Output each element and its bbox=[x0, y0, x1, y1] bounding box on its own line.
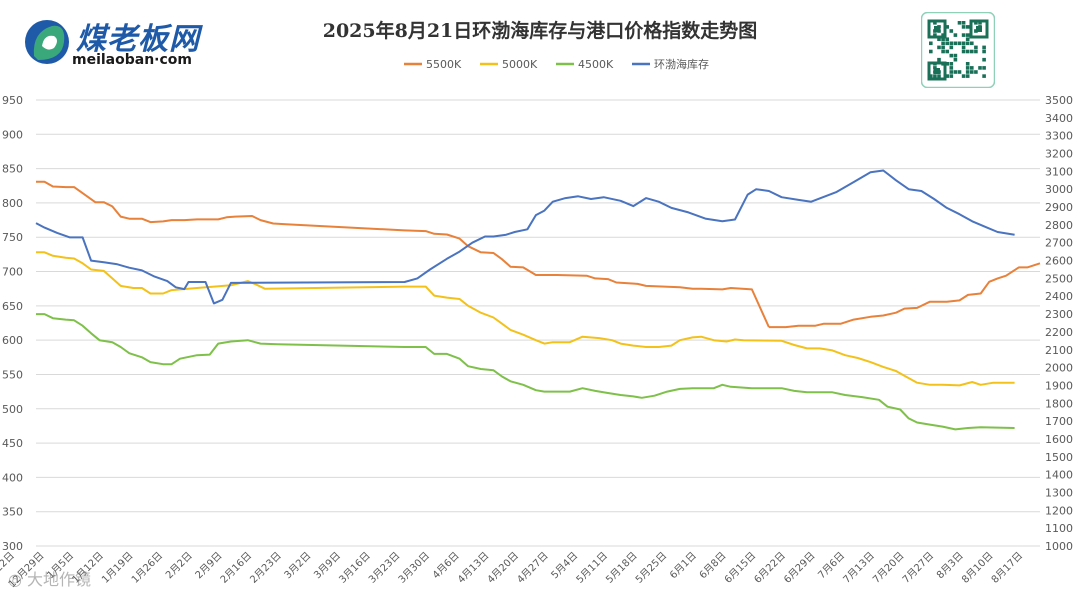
y-right-tick-label: 1700 bbox=[1045, 415, 1073, 428]
x-tick-label: 3月23日 bbox=[366, 550, 402, 586]
y-left-tick-label: 500 bbox=[2, 403, 23, 416]
y-right-tick-label: 3300 bbox=[1045, 130, 1073, 143]
y-left-tick-label: 400 bbox=[2, 471, 23, 484]
x-tick-label: 2月2日 bbox=[163, 550, 195, 582]
y-axis-left: 300 350 400 450 500 550 600 650 700 750 800 850 900 9… bbox=[2, 94, 23, 553]
x-tick-label: 6月29日 bbox=[781, 550, 817, 586]
y-right-tick-label: 2000 bbox=[1045, 362, 1073, 375]
x-tick-label: 5月25日 bbox=[633, 550, 669, 586]
series-line-s5500 bbox=[768, 262, 1041, 329]
x-tick-label: 3月30日 bbox=[396, 550, 432, 586]
x-tick-label: 4月13日 bbox=[455, 550, 491, 586]
legend-label: 4500K bbox=[578, 58, 614, 71]
x-tick-label: 7月27日 bbox=[900, 550, 936, 586]
y-left-tick-label: 300 bbox=[2, 540, 23, 553]
x-tick-label: 5月11日 bbox=[574, 550, 610, 586]
y-right-tick-label: 2300 bbox=[1045, 308, 1073, 321]
y-left-tick-label: 650 bbox=[2, 300, 23, 313]
series-line-s5500 bbox=[36, 180, 770, 328]
y-right-tick-label: 3400 bbox=[1045, 112, 1073, 125]
y-right-tick-label: 1800 bbox=[1045, 397, 1073, 410]
x-tick-label: 6月22日 bbox=[752, 550, 788, 586]
logo-main-text: 煤老板网 bbox=[76, 22, 200, 57]
y-axis-right: 1000 1100 1200 1300 1400 1500 1600 1700 1800 1900… bbox=[1045, 94, 1073, 553]
x-tick-label: 2月16日 bbox=[218, 550, 254, 586]
y-right-tick-label: 2600 bbox=[1045, 255, 1073, 268]
y-right-tick-label: 3200 bbox=[1045, 148, 1073, 161]
y-right-tick-label: 2700 bbox=[1045, 237, 1073, 250]
x-tick-label: 6月1日 bbox=[667, 550, 699, 582]
y-right-tick-label: 3100 bbox=[1045, 165, 1073, 178]
y-left-tick-label: 900 bbox=[2, 128, 23, 141]
y-left-tick-label: 750 bbox=[2, 231, 23, 244]
x-tick-label: 1月19日 bbox=[99, 550, 135, 586]
y-right-tick-label: 3000 bbox=[1045, 183, 1073, 196]
y-right-tick-label: 1200 bbox=[1045, 504, 1073, 517]
grid-lines bbox=[36, 99, 1040, 547]
y-left-tick-label: 700 bbox=[2, 266, 23, 279]
x-tick-label: 2月23日 bbox=[248, 550, 284, 586]
legend: 5500K 5000K 4500K 环渤海库存 bbox=[404, 57, 709, 71]
y-left-tick-label: 800 bbox=[2, 197, 23, 210]
x-tick-label: 6月15日 bbox=[722, 550, 758, 586]
y-right-tick-label: 2100 bbox=[1045, 344, 1073, 357]
y-right-tick-label: 2800 bbox=[1045, 219, 1073, 232]
x-tick-label: 5月18日 bbox=[604, 550, 640, 586]
x-tick-label: 3月2日 bbox=[282, 550, 314, 582]
legend-label: 环渤海库存 bbox=[654, 57, 709, 71]
y-right-tick-label: 1900 bbox=[1045, 379, 1073, 392]
y-right-tick-label: 1400 bbox=[1045, 469, 1073, 482]
legend-label: 5500K bbox=[426, 58, 462, 71]
y-left-tick-label: 550 bbox=[2, 368, 23, 381]
qr-code-icon bbox=[921, 12, 995, 88]
series-line-s4500 bbox=[36, 313, 1015, 431]
y-right-tick-label: 3500 bbox=[1045, 94, 1073, 107]
y-right-tick-label: 2200 bbox=[1045, 326, 1073, 339]
series-lines bbox=[35, 169, 1041, 431]
x-tick-label: 7月13日 bbox=[841, 550, 877, 586]
y-left-tick-label: 850 bbox=[2, 163, 23, 176]
chart-title: 2025年8月21日环渤海库存与港口价格指数走势图 bbox=[322, 20, 758, 42]
y-left-tick-label: 450 bbox=[2, 437, 23, 450]
x-tick-label: 8月17日 bbox=[989, 550, 1025, 586]
x-tick-label: 1月26日 bbox=[129, 550, 165, 586]
series-line-stock bbox=[35, 169, 1015, 305]
x-tick-label: 3月16日 bbox=[337, 550, 373, 586]
x-tick-label: 4月20日 bbox=[485, 550, 521, 586]
y-right-tick-label: 1000 bbox=[1045, 540, 1073, 553]
y-right-tick-label: 1100 bbox=[1045, 522, 1073, 535]
y-right-tick-label: 2400 bbox=[1045, 290, 1073, 303]
y-left-tick-label: 350 bbox=[2, 506, 23, 519]
series-line-s5000 bbox=[36, 251, 1015, 387]
y-left-tick-label: 950 bbox=[2, 94, 23, 107]
watermark: ◎ 大地作镜 bbox=[8, 570, 92, 589]
logo-sub-text: meilaoban·com bbox=[72, 52, 193, 68]
logo: 煤老板网 meilaoban·com bbox=[22, 14, 252, 72]
y-right-tick-label: 1300 bbox=[1045, 486, 1073, 499]
x-tick-label: 8月10日 bbox=[959, 550, 995, 586]
x-tick-label: 4月27日 bbox=[515, 550, 551, 586]
y-right-tick-label: 1500 bbox=[1045, 451, 1073, 464]
y-right-tick-label: 2900 bbox=[1045, 201, 1073, 214]
x-tick-label: 7月20日 bbox=[870, 550, 906, 586]
logo-mark-icon bbox=[25, 20, 69, 64]
legend-label: 5000K bbox=[502, 58, 538, 71]
y-right-tick-label: 2500 bbox=[1045, 272, 1073, 285]
y-left-tick-label: 600 bbox=[2, 334, 23, 347]
x-axis: 12月22日12月29日1月5日1月12日1月19日1月26日2月2日2月9日2… bbox=[0, 550, 1025, 591]
y-right-tick-label: 1600 bbox=[1045, 433, 1073, 446]
